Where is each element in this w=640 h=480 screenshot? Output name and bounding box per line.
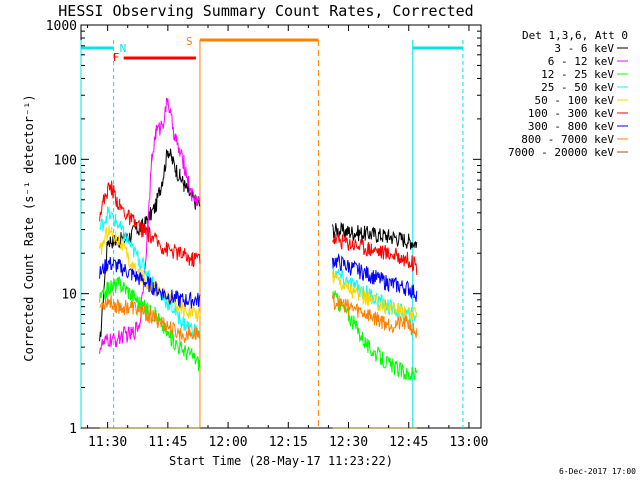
y-tick-label: 1000 xyxy=(46,19,77,34)
legend-title: Det 1,3,6, Att 0 xyxy=(522,29,628,42)
x-tick-label: 12:00 xyxy=(209,435,248,450)
x-tick-label: 11:30 xyxy=(88,435,127,450)
x-tick-label: 13:00 xyxy=(449,435,488,450)
series-line xyxy=(99,253,418,309)
saa-flag-label: S xyxy=(186,35,193,48)
legend-entry-label: 300 - 800 keV xyxy=(528,120,614,133)
x-tick-label: 11:45 xyxy=(148,435,187,450)
night-flag-label: N xyxy=(120,42,127,55)
legend-entry-label: 3 - 6 keV xyxy=(554,42,614,55)
series-layer xyxy=(99,97,418,429)
x-axis-label: Start Time (28-May-17 11:23:22) xyxy=(169,454,393,468)
legend-entry-label: 50 - 100 keV xyxy=(535,94,615,107)
x-tick-label: 12:30 xyxy=(329,435,368,450)
legend-entry-label: 7000 - 20000 keV xyxy=(508,146,614,159)
legend-entry-label: 6 - 12 keV xyxy=(548,55,615,68)
footer-date: 6-Dec-2017 17:00 xyxy=(559,467,636,476)
y-tick-label: 1 xyxy=(69,422,77,437)
x-tick-label: 12:15 xyxy=(269,435,308,450)
series-line xyxy=(99,292,418,343)
x-tick-label: 12:45 xyxy=(389,435,428,450)
series-line xyxy=(99,148,418,342)
legend-entry-label: 800 - 7000 keV xyxy=(521,133,614,146)
flag-layer: NF S xyxy=(80,35,464,428)
y-tick-label: 10 xyxy=(61,288,77,303)
y-tick-label: 100 xyxy=(54,153,77,168)
legend-entry-label: 12 - 25 keV xyxy=(541,68,614,81)
series-line xyxy=(99,97,201,354)
legend-entry-label: 100 - 300 keV xyxy=(528,107,614,120)
axis-ticks: 11:30 11:45 12:00 12:15 12:30 12:45 13:00 1 10 10… xyxy=(46,19,489,450)
y-axis-label: Corrected Count Rate (s⁻¹ detector⁻¹) xyxy=(22,94,36,361)
series-line xyxy=(99,180,418,276)
flare-flag-label: F xyxy=(113,51,120,64)
legend-entry-label: 25 - 50 keV xyxy=(541,81,614,94)
chart-title: HESSI Observing Summary Count Rates, Cor… xyxy=(58,2,473,20)
